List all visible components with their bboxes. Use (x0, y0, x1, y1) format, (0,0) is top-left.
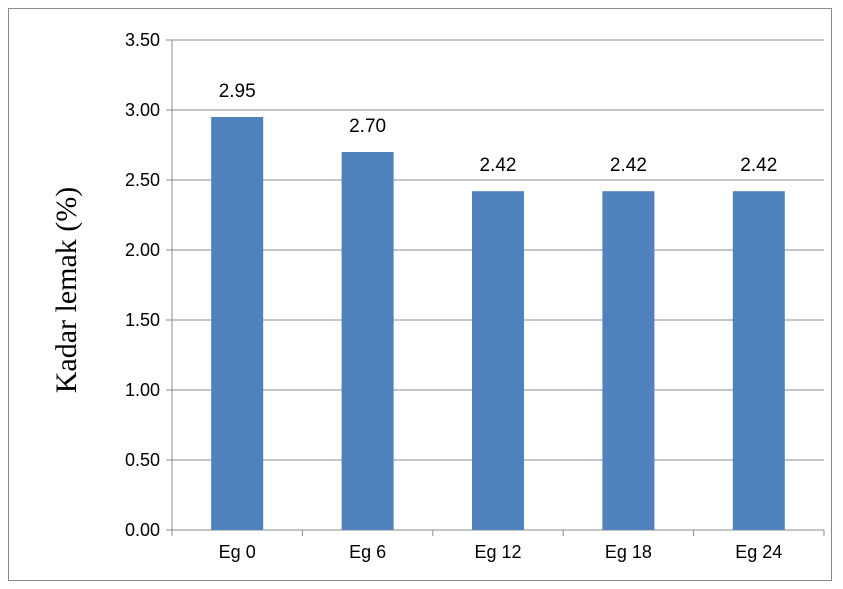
bar (732, 191, 785, 530)
data-labels: 2.95 2.70 2.42 2.42 2.42 (219, 81, 778, 176)
data-label: 2.70 (349, 116, 386, 137)
y-axis-label: Kadar lemak (%) (50, 187, 83, 394)
chart-frame (8, 8, 832, 581)
data-label: 2.42 (610, 155, 647, 176)
x-tick-label: Eg 0 (219, 542, 256, 562)
bars (211, 117, 785, 530)
bar (472, 191, 524, 530)
x-tick-label: Eg 6 (349, 542, 386, 562)
x-axis-ticks: Eg 0 Eg 6 Eg 12 Eg 18 Eg 24 (219, 542, 783, 562)
bar (602, 191, 655, 530)
x-tick-label: Eg 18 (605, 542, 652, 562)
x-tick-label: Eg 12 (474, 542, 521, 562)
x-tick-label: Eg 24 (735, 542, 782, 562)
data-label: 2.95 (219, 81, 256, 102)
bar (341, 152, 394, 530)
y-tick-label: 2.00 (125, 240, 160, 260)
y-tick-label: 1.50 (125, 310, 160, 330)
y-tick-label: 3.00 (125, 100, 160, 120)
data-label: 2.42 (740, 155, 777, 176)
y-tick-label: 1.00 (125, 380, 160, 400)
bar (211, 117, 264, 530)
y-axis-ticks: 0.00 0.50 1.00 1.50 2.00 2.50 3.00 3.50 (125, 30, 160, 540)
y-tick-label: 0.50 (125, 450, 160, 470)
data-label: 2.42 (480, 155, 517, 176)
y-tick-label: 3.50 (125, 30, 160, 50)
y-tick-label: 2.50 (125, 170, 160, 190)
y-tick-label: 0.00 (125, 520, 160, 540)
